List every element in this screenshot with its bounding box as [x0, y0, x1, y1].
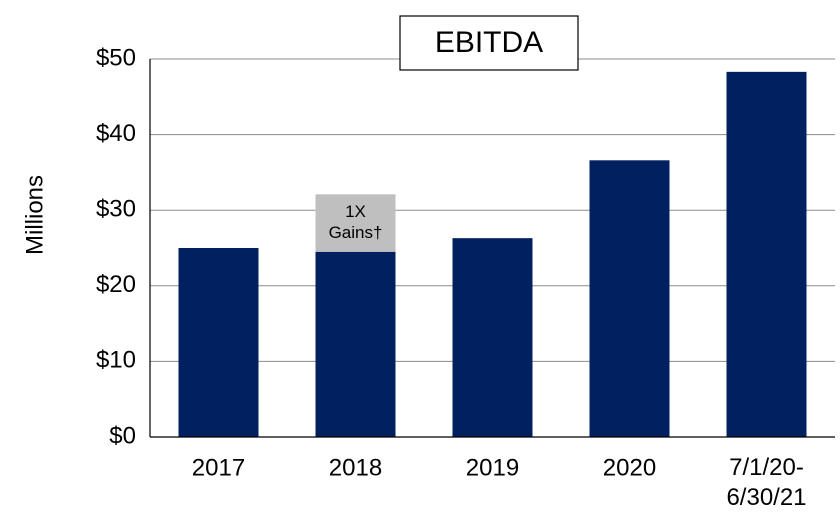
bar-segment [178, 248, 259, 437]
segment-label: 1X Gains† [329, 203, 383, 243]
y-tick-label: $0 [109, 422, 136, 449]
y-tick-label: $30 [96, 196, 136, 223]
y-tick-label: $20 [96, 271, 136, 298]
title-box [399, 15, 579, 71]
x-tick-label: 2017 [192, 454, 245, 481]
bar-segment [315, 194, 396, 252]
bar-segment [452, 238, 533, 437]
x-tick-label: 2019 [466, 454, 519, 481]
x-tick-label: 2020 [603, 454, 656, 481]
y-tick-label: $50 [96, 44, 136, 71]
x-tick-label: 2018 [329, 454, 382, 481]
y-tick-label: $10 [96, 347, 136, 374]
bar-segment [315, 251, 396, 437]
y-tick-label: $40 [96, 120, 136, 147]
y-axis-label: Millions [21, 175, 48, 255]
bar-segment [726, 71, 807, 438]
chart-title: EBITDA [435, 26, 543, 59]
bar-segment [589, 160, 670, 437]
x-tick-label: 7/1/20-6/30/21 [726, 454, 806, 511]
